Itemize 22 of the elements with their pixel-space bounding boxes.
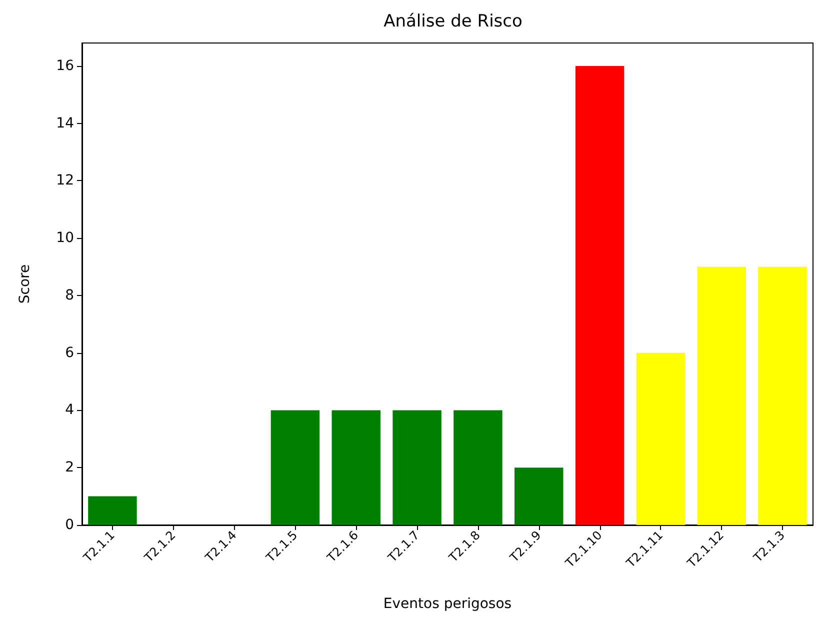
y-tick-label: 0 — [65, 517, 74, 533]
y-tick-label: 4 — [65, 402, 74, 418]
y-tick-label: 16 — [56, 58, 74, 74]
chart-title: Análise de Risco — [384, 12, 522, 32]
bar — [392, 410, 442, 525]
bar — [332, 410, 380, 525]
y-axis-title: Score — [17, 264, 33, 304]
bar — [575, 66, 624, 525]
bar — [697, 266, 746, 525]
bar — [88, 496, 137, 525]
x-axis-title: Eventos perigosos — [383, 596, 512, 612]
bar — [636, 352, 686, 525]
y-tick-label: 8 — [65, 287, 74, 304]
bar — [270, 410, 320, 525]
y-tick-label: 14 — [56, 115, 74, 132]
y-tick-label: 12 — [56, 172, 74, 189]
y-tick-label: 6 — [65, 344, 74, 361]
bar — [758, 266, 807, 525]
y-tick-label: 10 — [56, 230, 74, 246]
bar — [514, 468, 564, 525]
y-tick-label: 2 — [65, 460, 74, 476]
bar — [454, 410, 502, 525]
